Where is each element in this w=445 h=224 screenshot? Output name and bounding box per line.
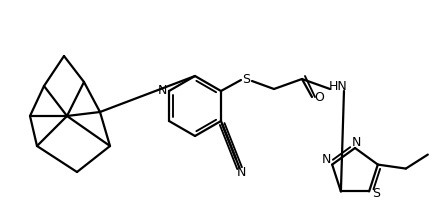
Text: N: N (351, 136, 361, 149)
Text: N: N (158, 84, 167, 97)
Text: O: O (314, 90, 324, 103)
Text: S: S (372, 187, 380, 200)
Text: N: N (321, 153, 331, 166)
Text: N: N (237, 166, 246, 179)
Text: HN: HN (328, 80, 348, 93)
Text: S: S (242, 73, 250, 86)
